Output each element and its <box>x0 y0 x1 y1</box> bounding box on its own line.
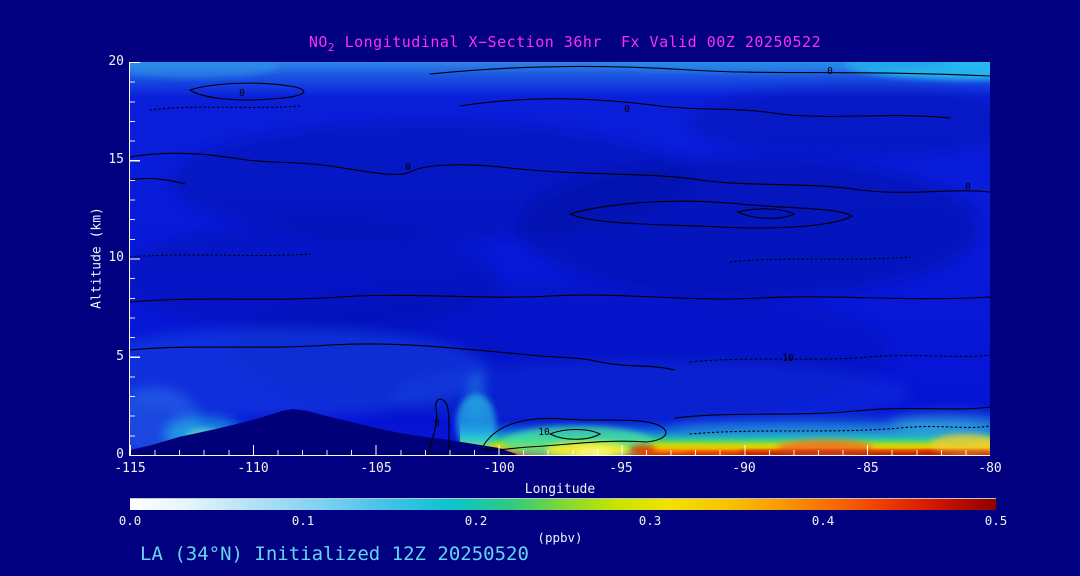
x-tick-label--80: -80 <box>978 461 1002 476</box>
contour-label-0: 0 <box>434 418 440 429</box>
footer-init-text: LA (34°N) Initialized 12Z 20250520 <box>140 543 529 565</box>
contour-lines <box>130 65 990 455</box>
colorbar <box>130 498 996 510</box>
field-shading <box>130 62 990 455</box>
x-axis-major-ticks <box>130 445 990 455</box>
terrain-silhouette <box>130 409 516 455</box>
y-axis-major-ticks <box>130 62 140 455</box>
title-text: Longitudinal X−Section 36hr Fx Valid 00Z… <box>335 33 822 51</box>
plot-area: 0 0 0 0 0 10 0 10 <box>129 62 990 456</box>
title-subscript: 2 <box>327 41 336 54</box>
title-species: NO <box>308 33 328 51</box>
x-tick-label--100: -100 <box>483 461 515 476</box>
contour-label-0: 0 <box>624 104 630 115</box>
colorbar-tick-0.0: 0.0 <box>118 513 142 528</box>
x-tick-label--115: -115 <box>114 461 146 476</box>
contour-field: 0 0 0 0 0 10 0 10 <box>130 62 990 455</box>
contour-label-0: 0 <box>239 88 245 99</box>
contour-labels: 0 0 0 0 0 10 0 10 <box>239 66 971 438</box>
contour-label-0: 0 <box>965 182 971 193</box>
colorbar-tick-0.3: 0.3 <box>638 513 662 528</box>
y-tick-label-10: 10 <box>108 250 124 265</box>
y-tick-label-0: 0 <box>116 447 124 462</box>
contour-label-0: 0 <box>405 162 411 173</box>
x-axis-label: Longitude <box>524 482 596 497</box>
contour-label-10: 10 <box>782 353 794 364</box>
y-tick-label-20: 20 <box>108 54 124 69</box>
colorbar-tick-0.2: 0.2 <box>464 513 488 528</box>
colorbar-tick-0.4: 0.4 <box>811 513 835 528</box>
contour-label-0: 0 <box>827 66 833 77</box>
y-tick-label-15: 15 <box>108 152 124 167</box>
x-tick-label--85: -85 <box>855 461 879 476</box>
x-tick-label--90: -90 <box>732 461 756 476</box>
contour-label-10: 10 <box>538 427 550 438</box>
x-tick-label--105: -105 <box>360 461 392 476</box>
y-tick-label-5: 5 <box>116 349 124 364</box>
x-tick-label--110: -110 <box>237 461 269 476</box>
colorbar-units-label: (ppbv) <box>537 530 583 545</box>
colorbar-tick-0.5: 0.5 <box>984 513 1008 528</box>
colorbar-tick-0.1: 0.1 <box>291 513 315 528</box>
x-tick-label--95: -95 <box>609 461 633 476</box>
plot-title: NO2 Longitudinal X−Section 36hr Fx Valid… <box>130 33 1000 54</box>
